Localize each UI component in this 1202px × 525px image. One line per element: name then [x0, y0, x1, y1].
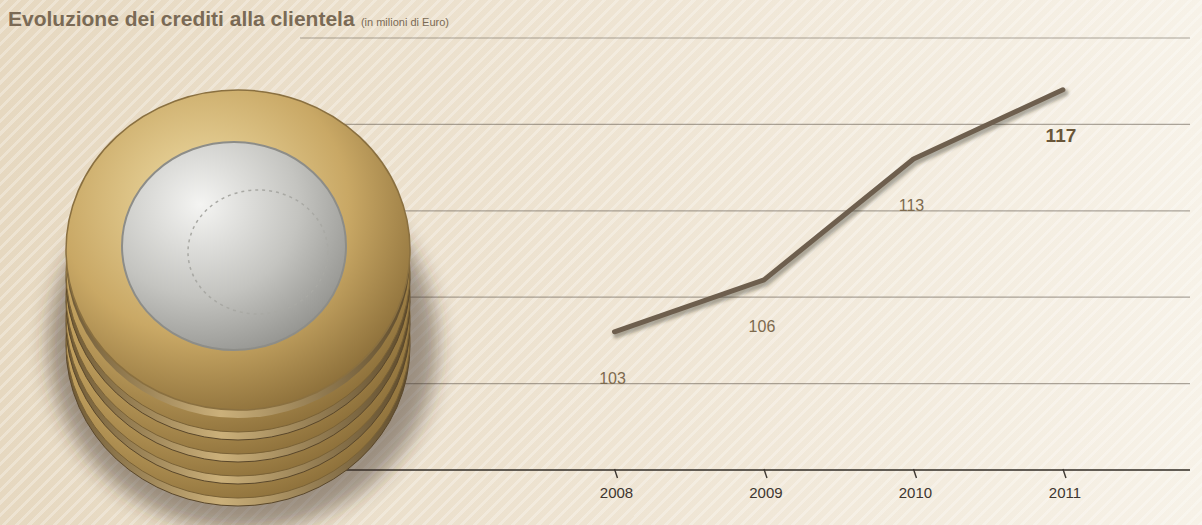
x-tick: [1063, 469, 1066, 478]
grid: [300, 38, 1190, 470]
grid-line: [300, 469, 1190, 470]
x-tick-label: 2009: [749, 484, 782, 501]
subtitle: (in milioni di Euro): [361, 16, 449, 28]
grid-line: [300, 210, 1190, 211]
data-label: 117: [1046, 125, 1077, 146]
x-axis: [300, 469, 1190, 471]
data-label: 113: [899, 197, 925, 214]
x-tick-label: 2010: [899, 484, 932, 501]
data-label: 103: [599, 370, 626, 387]
coin-stack: [48, 90, 438, 525]
chart: 2008 2009 2010 2011 103 106 113 117 Evoluzione d…: [0, 0, 1202, 525]
data-label: 106: [749, 318, 776, 335]
x-tick: [614, 469, 617, 478]
line-shadow: [617, 93, 1065, 335]
x-tick-label: 2011: [1049, 484, 1081, 501]
x-tick-label: 2008: [600, 484, 633, 501]
grid-line: [300, 297, 1190, 298]
data-line: [615, 90, 1063, 332]
plot-area: [615, 90, 1065, 335]
grid-line: [300, 37, 1190, 38]
x-tick: [913, 469, 916, 478]
title: Evoluzione dei crediti alla clientela: [8, 7, 355, 30]
x-tick: [764, 469, 767, 478]
